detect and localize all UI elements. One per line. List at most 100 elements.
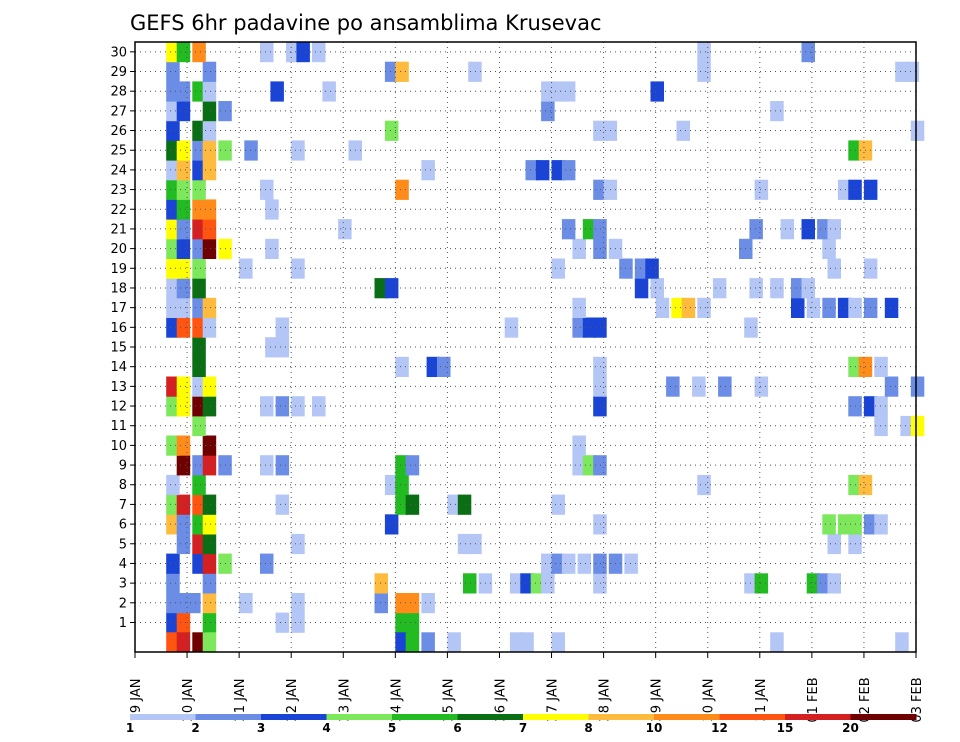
heatmap-cell xyxy=(593,396,607,417)
heatmap-cell xyxy=(561,160,576,181)
y-tick-label: 27 xyxy=(110,104,127,119)
heatmap-cell xyxy=(806,297,821,318)
y-tick-label: 12 xyxy=(110,400,127,415)
heatmap-cell xyxy=(561,553,576,574)
y-tick-label: 21 xyxy=(110,222,127,237)
heatmap-cell xyxy=(192,317,206,338)
heatmap-cell xyxy=(176,238,191,259)
heatmap-cell xyxy=(874,415,888,437)
legend-label: 1 xyxy=(126,721,134,735)
y-tick-label: 8 xyxy=(119,478,127,493)
heatmap-cell xyxy=(166,42,180,63)
heatmap-cell xyxy=(593,376,607,397)
heatmap-cell xyxy=(650,81,664,102)
heatmap-cell xyxy=(270,81,284,102)
heatmap-cell xyxy=(291,593,305,614)
y-tick-label: 14 xyxy=(110,360,127,375)
heatmap-cell xyxy=(260,396,274,417)
heatmap-cell xyxy=(541,553,555,574)
heatmap-cell xyxy=(166,140,180,161)
heatmap-cell xyxy=(535,160,550,181)
legend-swatch xyxy=(523,714,589,720)
heatmap-cell xyxy=(176,160,191,181)
heatmap-cell xyxy=(634,278,649,299)
heatmap-cell xyxy=(176,612,191,633)
legend-label: 3 xyxy=(257,721,265,735)
heatmap-cell xyxy=(405,455,420,476)
heatmap-cell xyxy=(166,297,180,318)
y-tick-label: 10 xyxy=(110,439,127,454)
heatmap-cell xyxy=(650,278,664,299)
y-tick-label: 16 xyxy=(110,321,127,336)
heatmap-cell xyxy=(291,612,305,633)
x-tick-label: 26 JAN xyxy=(493,679,508,722)
legend-label: 20 xyxy=(842,721,859,735)
heatmap-cell xyxy=(202,573,217,594)
heatmap-cell xyxy=(405,494,420,515)
x-tick-label: 31 JAN xyxy=(754,679,769,722)
heatmap-cell xyxy=(593,573,607,594)
heatmap-cell xyxy=(593,179,607,200)
legend-label: 8 xyxy=(584,721,592,735)
heatmap-cell xyxy=(822,238,836,259)
y-tick-label: 7 xyxy=(119,498,127,513)
heatmap-cell xyxy=(572,297,586,318)
legend-swatch xyxy=(195,714,262,720)
heatmap-cell xyxy=(192,415,206,437)
heatmap-cell xyxy=(384,514,399,535)
heatmap-cell xyxy=(837,297,852,318)
heatmap-cell xyxy=(395,179,409,200)
heatmap-cell xyxy=(827,219,841,240)
heatmap-cell xyxy=(405,593,420,614)
x-axis-ticks: 19 JAN 20 JAN 21 JAN 22 JAN 23 JAN 24 JAN 25 J… xyxy=(129,652,925,723)
y-tick-label: 25 xyxy=(110,144,127,159)
heatmap-cell xyxy=(530,573,545,594)
heatmap-cell xyxy=(509,573,524,594)
heatmap-cell xyxy=(910,376,925,397)
heatmap-cell xyxy=(202,396,217,417)
heatmap-cell xyxy=(202,376,217,397)
heatmap-cell xyxy=(697,297,711,318)
heatmap-cell xyxy=(187,593,201,614)
y-tick-label: 13 xyxy=(110,380,127,395)
legend-swatch xyxy=(850,714,917,720)
heatmap-cell xyxy=(176,396,191,417)
heatmap-cell xyxy=(692,376,706,397)
heatmap-cell xyxy=(291,258,305,279)
heatmap-cell xyxy=(421,593,435,614)
heatmap-cell xyxy=(582,455,597,476)
heatmap-cell xyxy=(827,258,841,279)
heatmap-cell xyxy=(801,278,815,299)
x-tick-label: 25 JAN xyxy=(441,679,456,722)
heatmap-cell xyxy=(541,81,555,102)
y-tick-label: 26 xyxy=(110,124,127,139)
y-tick-label: 4 xyxy=(119,557,127,572)
heatmap-cell xyxy=(551,258,565,279)
heatmap-cell xyxy=(577,553,592,574)
legend-swatch xyxy=(130,714,196,720)
heatmap-cell xyxy=(166,199,180,220)
heatmap-cell xyxy=(176,632,191,653)
heatmap-cell xyxy=(296,42,310,63)
heatmap-cell xyxy=(166,514,180,535)
heatmap-cell xyxy=(192,179,206,200)
heatmap-cell xyxy=(910,120,925,141)
heatmap-cell xyxy=(176,219,191,240)
heatmap-cell xyxy=(176,42,191,63)
heatmap-cell xyxy=(712,278,727,299)
heatmap-cell xyxy=(676,120,690,141)
heatmap-cell xyxy=(202,238,217,259)
heatmap-cell xyxy=(166,435,180,456)
heatmap-cell xyxy=(801,42,815,63)
legend-label: 7 xyxy=(519,721,527,735)
heatmap-cell xyxy=(749,278,763,299)
heatmap-cell xyxy=(166,120,180,141)
heatmap-cell xyxy=(770,101,784,122)
heatmap-cell xyxy=(645,258,659,279)
heatmap-cell xyxy=(202,435,217,456)
heatmap-cell xyxy=(260,553,274,574)
heatmap-cell xyxy=(192,632,206,653)
heatmap-cell xyxy=(754,179,769,200)
heatmap-cell xyxy=(202,514,217,535)
heatmap-cell xyxy=(275,396,290,417)
